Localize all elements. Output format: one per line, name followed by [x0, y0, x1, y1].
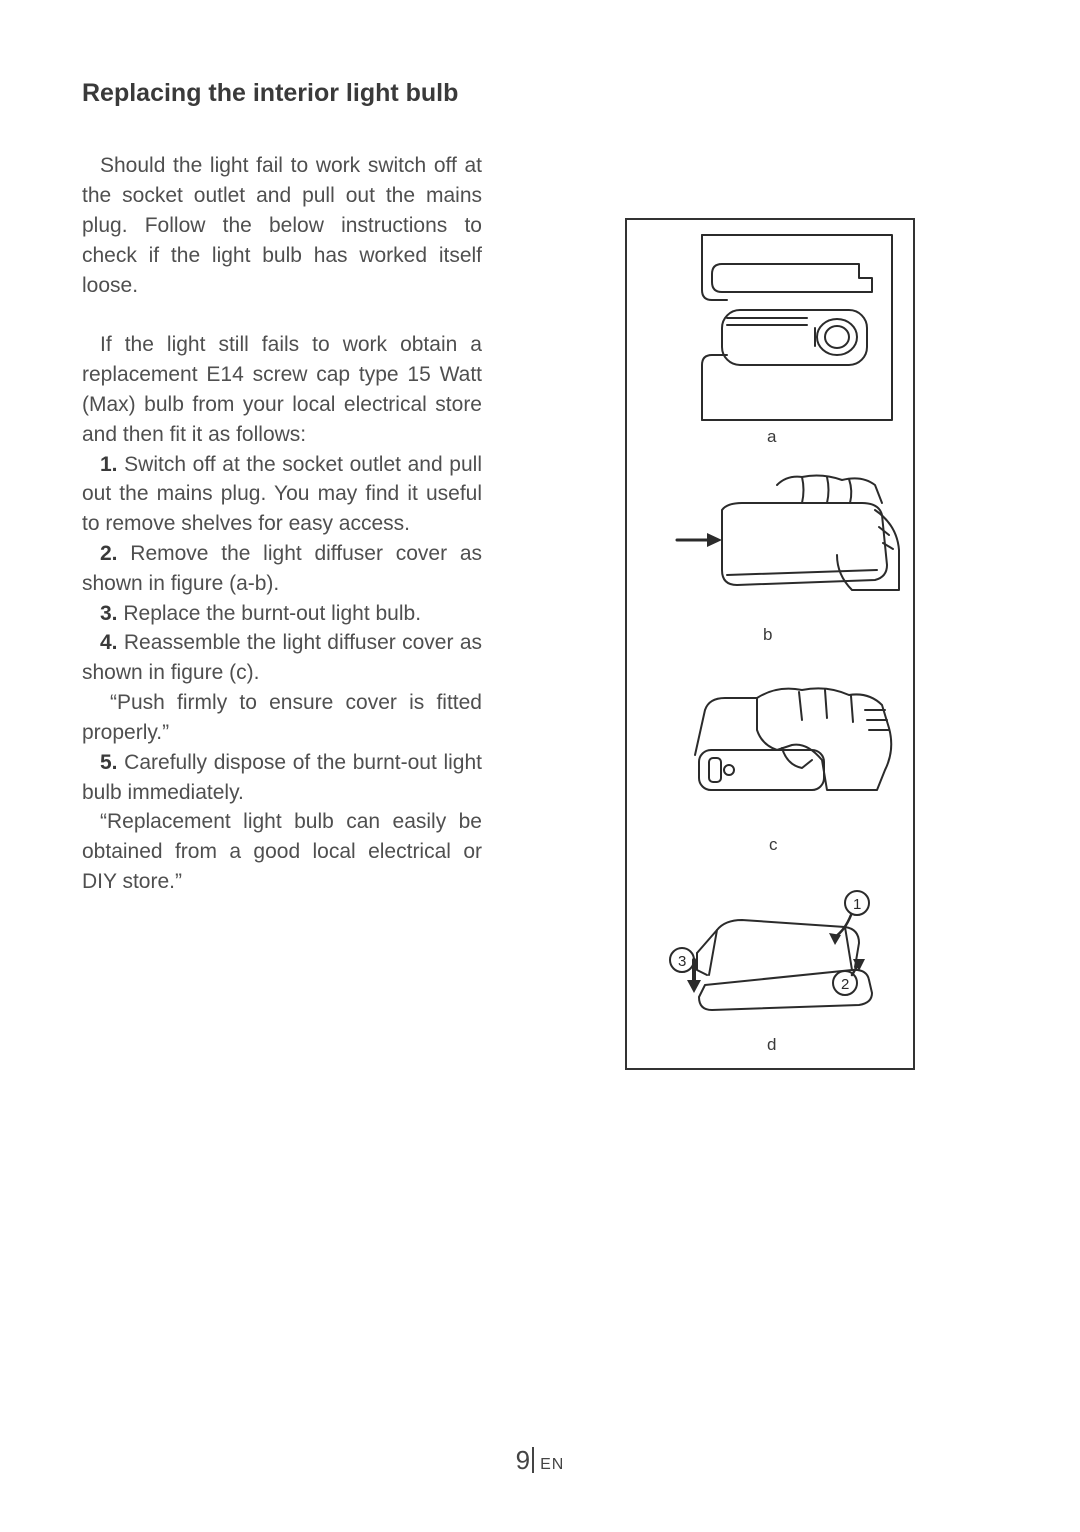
- page-footer: 9 EN: [0, 1445, 1080, 1476]
- diagram-label-d: d: [767, 1035, 776, 1054]
- step-4: 4. Reassemble the light diffuser cover a…: [82, 628, 482, 688]
- diagram-callout-1: 1: [853, 896, 861, 913]
- diagram-panel-c: [695, 688, 891, 790]
- diagram-callout-3: 3: [678, 953, 686, 970]
- step-1: 1. Switch off at the socket outlet and p…: [82, 450, 482, 539]
- instruction-diagram: a b c d 1 2 3: [625, 218, 915, 1070]
- step-5: 5. Carefully dispose of the burnt-out li…: [82, 748, 482, 808]
- step-3: 3. Replace the burnt-out light bulb.: [82, 599, 482, 629]
- intro-para-1: Should the light fail to work switch off…: [82, 151, 482, 300]
- diagram-label-a: a: [767, 427, 777, 446]
- step-4-quote: “Push firmly to ensure cover is fitted p…: [82, 688, 482, 748]
- page-number: 9: [516, 1445, 530, 1475]
- body-text: Should the light fail to work switch off…: [82, 151, 482, 897]
- section-title: Replacing the interior light bulb: [82, 78, 482, 109]
- diagram-label-b: b: [763, 625, 772, 644]
- diagram-label-c: c: [769, 835, 778, 854]
- page-lang: EN: [540, 1456, 564, 1473]
- diagram-callout-2: 2: [841, 976, 849, 993]
- diagram-panel-b: [677, 476, 899, 590]
- diagram-panel-a: [702, 235, 892, 420]
- closing-quote: “Replacement light bulb can easily be ob…: [82, 807, 482, 896]
- step-2: 2. Remove the light diffuser cover as sh…: [82, 539, 482, 599]
- intro-para-2: If the light still fails to work obtain …: [82, 330, 482, 449]
